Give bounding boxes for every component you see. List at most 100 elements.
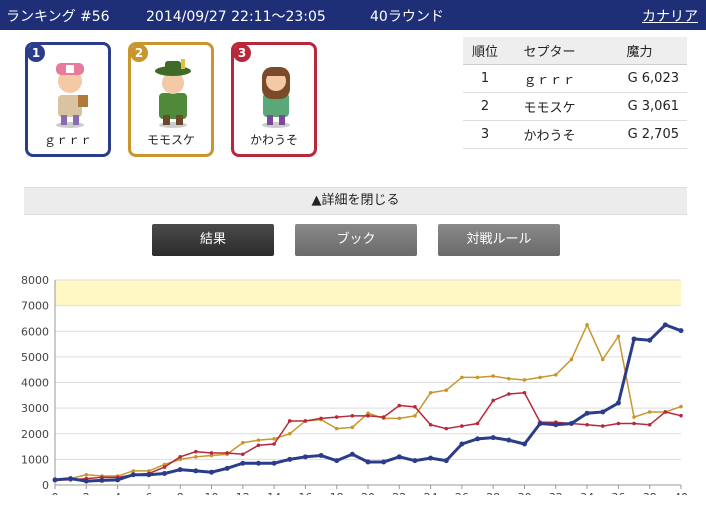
data-point-1 <box>271 460 277 466</box>
data-point-1 <box>381 459 387 465</box>
data-point-1 <box>209 469 214 475</box>
x-tick-label: 22 <box>392 491 406 495</box>
x-tick-label: 16 <box>298 491 312 495</box>
data-point-1 <box>631 336 637 342</box>
data-point-3 <box>647 422 652 427</box>
data-point-1 <box>600 409 606 415</box>
row-power: G 6,023 <box>591 64 687 93</box>
x-tick-label: 8 <box>177 491 184 495</box>
data-point-1 <box>130 472 136 478</box>
data-point-3 <box>632 421 636 426</box>
data-point-1 <box>318 453 324 459</box>
data-point-1 <box>162 470 168 476</box>
y-tick-label: 2000 <box>21 428 49 441</box>
x-tick-label: 34 <box>580 491 594 495</box>
data-point-1 <box>584 410 590 416</box>
tab-rules[interactable]: 対戦ルール <box>438 224 560 256</box>
row-power: G 2,705 <box>591 120 687 149</box>
match-datetime: 2014/09/27 22:11〜23:05 <box>146 9 326 25</box>
data-point-3 <box>287 419 292 423</box>
data-point-1 <box>349 451 355 457</box>
data-point-2 <box>241 440 245 445</box>
data-point-1 <box>240 460 246 466</box>
data-point-2 <box>287 431 292 436</box>
player-card-3[interactable]: 3 かわうそ <box>231 42 317 157</box>
data-point-3 <box>616 421 621 426</box>
data-point-1 <box>490 435 496 441</box>
data-point-1 <box>647 337 653 343</box>
data-point-1 <box>177 467 183 473</box>
data-point-3 <box>522 390 527 395</box>
data-point-1 <box>334 458 340 464</box>
data-point-2 <box>600 357 605 362</box>
data-point-2 <box>491 374 496 378</box>
row-name: ｇｒｒｒ <box>507 64 592 93</box>
magic-power-chart: 0100020003000400050006000700080000246810… <box>21 274 688 495</box>
x-tick-label: 36 <box>611 491 625 495</box>
data-point-2 <box>475 375 480 380</box>
data-point-1 <box>553 422 559 428</box>
y-tick-label: 8000 <box>21 274 49 287</box>
player-3-name: かわうそ <box>249 133 298 147</box>
highlight-band <box>55 280 681 306</box>
player-2-name: モモスケ <box>146 133 195 147</box>
data-point-2 <box>428 390 433 395</box>
data-point-3 <box>428 422 433 427</box>
header-rank: 順位 <box>463 37 508 65</box>
header-name: セプター <box>507 37 592 65</box>
table-row: 1 ｇｒｒｒ G 6,023 <box>463 64 687 93</box>
round-count: 40ラウンド <box>370 9 444 25</box>
data-point-2 <box>413 414 417 418</box>
data-point-1 <box>615 400 621 406</box>
y-tick-label: 6000 <box>21 325 49 338</box>
y-tick-label: 1000 <box>21 453 49 466</box>
row-power: G 3,061 <box>591 92 687 121</box>
data-point-2 <box>209 453 214 458</box>
x-tick-label: 6 <box>145 491 152 495</box>
detail-toggle[interactable]: ▲詳細を閉じる <box>24 187 687 215</box>
data-point-2 <box>679 404 683 409</box>
player-card-1[interactable]: 1 ｇｒｒｒ <box>25 42 111 157</box>
x-tick-label: 26 <box>455 491 469 495</box>
top-bar: ランキング #56 2014/09/27 22:11〜23:05 40ラウンド … <box>0 0 706 30</box>
data-point-3 <box>460 424 464 428</box>
player-card-2[interactable]: 2 モモスケ <box>128 42 214 157</box>
x-tick-label: 20 <box>361 491 375 495</box>
data-point-3 <box>319 416 323 421</box>
data-point-2 <box>397 416 402 421</box>
data-point-2 <box>647 410 652 414</box>
rank-3-badge: 3 <box>233 44 251 62</box>
data-point-2 <box>554 373 558 377</box>
x-tick-label: 30 <box>518 491 532 495</box>
data-point-1 <box>224 465 230 471</box>
data-point-3 <box>413 405 417 409</box>
x-tick-label: 38 <box>643 491 657 495</box>
tab-result[interactable]: 結果 <box>152 224 274 256</box>
data-point-2 <box>632 415 636 419</box>
data-point-3 <box>178 455 182 459</box>
data-point-2 <box>350 425 355 430</box>
rank-1-badge: 1 <box>27 44 45 62</box>
data-point-1 <box>428 455 434 461</box>
data-point-1 <box>522 441 527 447</box>
server-link[interactable]: カナリア <box>642 9 698 25</box>
data-point-3 <box>303 419 308 423</box>
data-point-3 <box>663 410 668 414</box>
data-point-2 <box>616 334 621 339</box>
x-tick-label: 28 <box>486 491 500 495</box>
data-point-3 <box>381 415 386 419</box>
row-name: かわうそ <box>507 120 592 149</box>
x-tick-label: 10 <box>205 491 219 495</box>
data-point-1 <box>115 477 121 483</box>
series-line-3 <box>55 391 682 481</box>
data-point-2 <box>507 376 511 381</box>
x-tick-label: 4 <box>114 491 121 495</box>
player-3-avatar <box>262 67 290 128</box>
data-point-1 <box>83 478 89 484</box>
tab-book[interactable]: ブック <box>295 224 417 256</box>
data-point-1 <box>287 456 293 462</box>
data-point-1 <box>459 441 465 447</box>
row-rank: 3 <box>463 120 508 149</box>
data-point-1 <box>302 454 308 460</box>
data-point-3 <box>585 422 589 427</box>
